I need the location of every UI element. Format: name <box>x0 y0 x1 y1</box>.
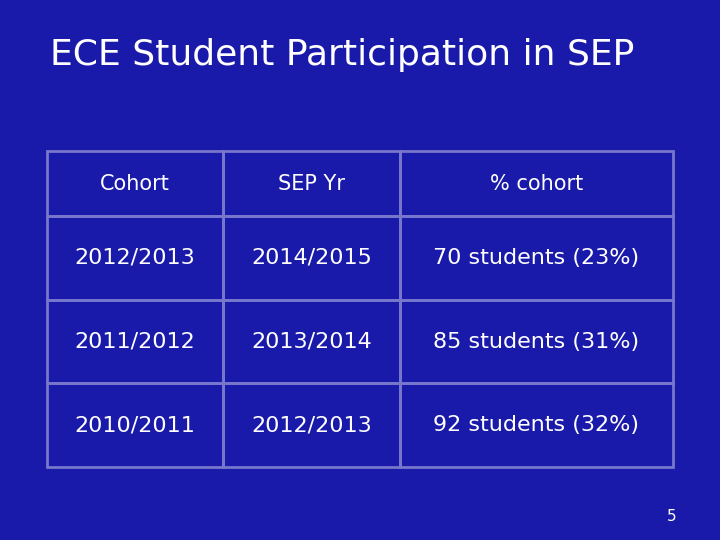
Bar <box>223 383 400 467</box>
Bar <box>223 216 400 300</box>
Text: SEP Yr: SEP Yr <box>278 173 345 194</box>
Bar <box>47 300 223 383</box>
Bar <box>47 151 223 216</box>
Text: 2014/2015: 2014/2015 <box>251 248 372 268</box>
Text: 2010/2011: 2010/2011 <box>75 415 195 435</box>
Text: 2012/2013: 2012/2013 <box>251 415 372 435</box>
Bar <box>47 383 223 467</box>
Text: 5: 5 <box>667 509 677 524</box>
Text: 2012/2013: 2012/2013 <box>75 248 195 268</box>
Bar <box>400 300 673 383</box>
Bar <box>47 216 223 300</box>
Bar <box>223 151 400 216</box>
Bar <box>400 216 673 300</box>
Text: ECE Student Participation in SEP: ECE Student Participation in SEP <box>50 38 635 72</box>
Bar <box>400 383 673 467</box>
Text: % cohort: % cohort <box>490 173 583 194</box>
Text: Cohort: Cohort <box>100 173 170 194</box>
Text: 2011/2012: 2011/2012 <box>75 332 195 352</box>
Text: 70 students (23%): 70 students (23%) <box>433 248 639 268</box>
Bar <box>400 151 673 216</box>
Text: 85 students (31%): 85 students (31%) <box>433 332 639 352</box>
Bar <box>223 300 400 383</box>
Text: 92 students (32%): 92 students (32%) <box>433 415 639 435</box>
Text: 2013/2014: 2013/2014 <box>251 332 372 352</box>
